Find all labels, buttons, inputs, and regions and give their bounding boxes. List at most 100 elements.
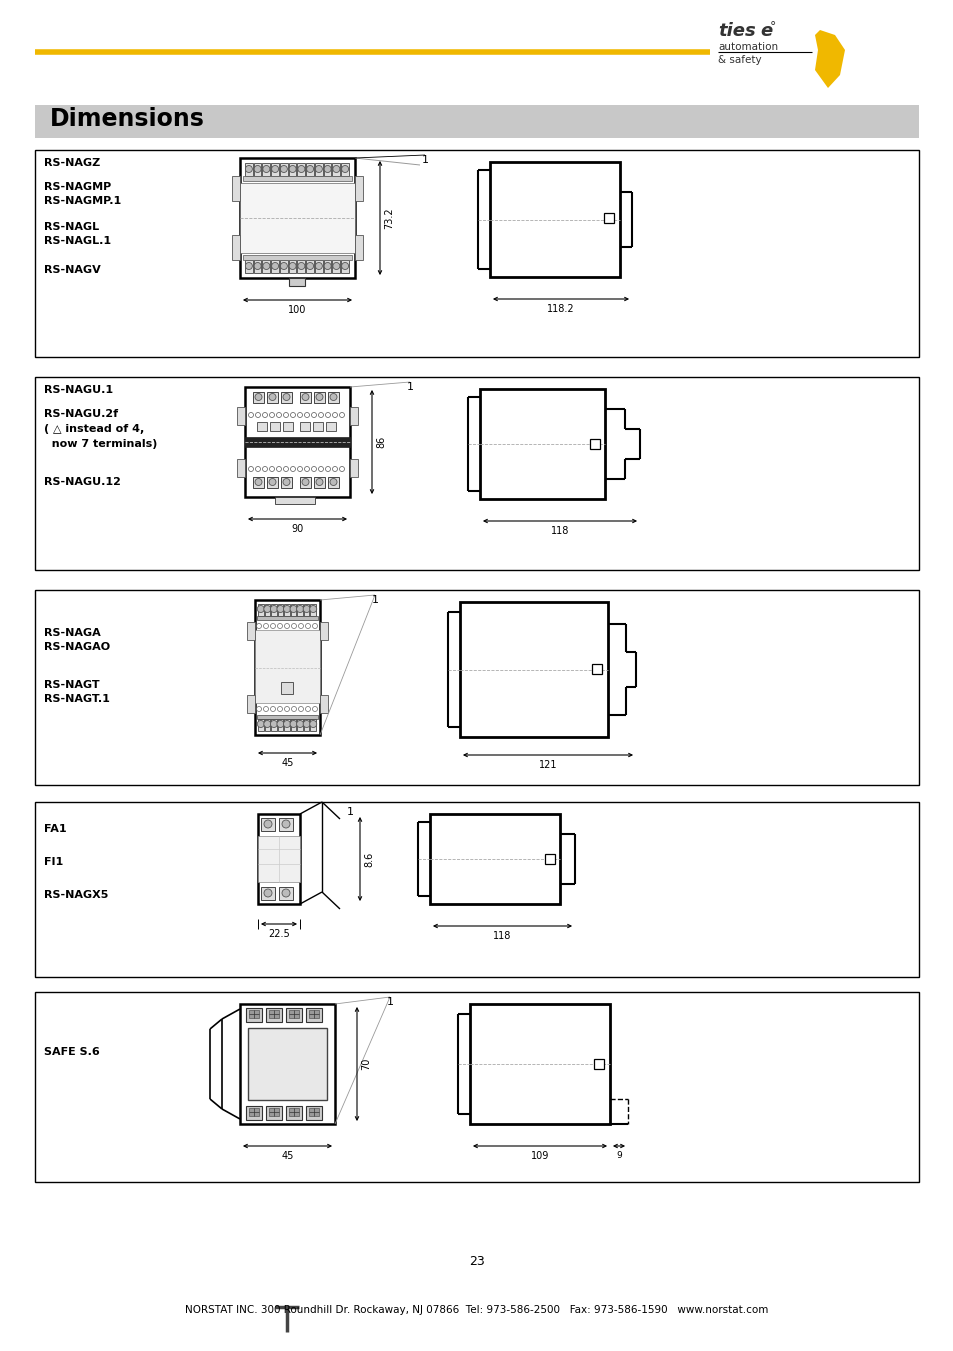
- Circle shape: [341, 262, 348, 269]
- Bar: [490, 162, 619, 277]
- Circle shape: [283, 393, 290, 400]
- Bar: [304, 719, 309, 731]
- Text: e: e: [760, 22, 771, 41]
- Bar: [310, 604, 315, 616]
- Bar: [248, 1028, 327, 1100]
- Bar: [247, 621, 254, 640]
- Bar: [232, 235, 240, 259]
- Bar: [271, 163, 278, 176]
- Circle shape: [280, 166, 287, 173]
- Circle shape: [245, 262, 253, 269]
- Bar: [271, 259, 278, 273]
- Circle shape: [264, 720, 271, 727]
- Bar: [261, 888, 274, 900]
- Bar: [281, 682, 293, 694]
- Bar: [264, 719, 270, 731]
- Bar: [291, 719, 296, 731]
- Bar: [254, 630, 319, 703]
- Text: automation: automation: [718, 42, 778, 51]
- Bar: [592, 663, 601, 674]
- Circle shape: [330, 478, 336, 485]
- Circle shape: [302, 478, 309, 485]
- Text: 1: 1: [421, 155, 428, 165]
- Text: RS-NAGL.1: RS-NAGL.1: [44, 236, 111, 246]
- Circle shape: [264, 605, 271, 612]
- Circle shape: [289, 262, 295, 269]
- Bar: [326, 422, 335, 431]
- Circle shape: [315, 478, 323, 485]
- Circle shape: [283, 478, 290, 485]
- Bar: [240, 1004, 335, 1124]
- Bar: [355, 176, 363, 201]
- Bar: [283, 422, 293, 431]
- Text: 9: 9: [616, 1151, 621, 1161]
- Circle shape: [283, 605, 291, 612]
- Text: 86: 86: [375, 436, 386, 449]
- Bar: [314, 477, 325, 488]
- Bar: [309, 1011, 318, 1019]
- Bar: [253, 477, 264, 488]
- Text: 23: 23: [469, 1255, 484, 1269]
- Circle shape: [276, 720, 284, 727]
- Bar: [350, 407, 357, 426]
- Bar: [236, 459, 245, 477]
- Bar: [323, 163, 331, 176]
- Bar: [257, 836, 299, 882]
- Bar: [262, 259, 270, 273]
- Text: 118: 118: [493, 931, 511, 942]
- Bar: [304, 604, 309, 616]
- Bar: [284, 719, 290, 731]
- Bar: [35, 105, 918, 138]
- Text: Dimensions: Dimensions: [50, 107, 205, 131]
- Bar: [281, 392, 292, 403]
- Bar: [306, 259, 314, 273]
- Bar: [603, 213, 614, 223]
- Bar: [479, 389, 604, 499]
- Bar: [243, 255, 352, 259]
- Text: RS-NAGT: RS-NAGT: [44, 680, 99, 690]
- Bar: [314, 392, 325, 403]
- Bar: [247, 694, 254, 713]
- Circle shape: [264, 820, 272, 828]
- Text: 45: 45: [281, 1151, 294, 1161]
- Bar: [262, 163, 270, 176]
- Bar: [306, 1106, 322, 1120]
- Text: 1: 1: [346, 807, 354, 817]
- Circle shape: [296, 605, 303, 612]
- Text: 118: 118: [550, 526, 569, 536]
- Bar: [309, 1108, 318, 1116]
- Circle shape: [306, 166, 314, 173]
- Bar: [313, 422, 323, 431]
- Circle shape: [302, 393, 309, 400]
- Bar: [243, 176, 352, 181]
- Bar: [253, 392, 264, 403]
- Circle shape: [297, 262, 305, 269]
- Text: RS-NAGA: RS-NAGA: [44, 628, 101, 638]
- Circle shape: [315, 166, 322, 173]
- Bar: [269, 1108, 278, 1116]
- Text: 70: 70: [360, 1058, 371, 1070]
- Text: 73.2: 73.2: [384, 207, 394, 228]
- Bar: [240, 158, 355, 278]
- Text: FI1: FI1: [44, 857, 63, 867]
- Text: FA1: FA1: [44, 824, 67, 834]
- Text: RS-NAGMP: RS-NAGMP: [44, 182, 112, 192]
- Bar: [35, 992, 918, 1182]
- Circle shape: [341, 166, 348, 173]
- Circle shape: [263, 262, 270, 269]
- Text: NORSTAT INC. 300 Roundhill Dr. Rockaway, NJ 07866  Tel: 973-586-2500   Fax: 973-: NORSTAT INC. 300 Roundhill Dr. Rockaway,…: [185, 1305, 768, 1315]
- Circle shape: [306, 262, 314, 269]
- Circle shape: [303, 720, 310, 727]
- Bar: [257, 604, 263, 616]
- Bar: [328, 392, 338, 403]
- Bar: [245, 439, 350, 447]
- Bar: [246, 1106, 262, 1120]
- Circle shape: [333, 166, 339, 173]
- Text: now 7 terminals): now 7 terminals): [44, 439, 157, 449]
- Circle shape: [330, 393, 336, 400]
- Bar: [297, 259, 305, 273]
- Bar: [289, 163, 296, 176]
- Circle shape: [276, 605, 284, 612]
- Bar: [297, 719, 302, 731]
- Bar: [256, 715, 317, 719]
